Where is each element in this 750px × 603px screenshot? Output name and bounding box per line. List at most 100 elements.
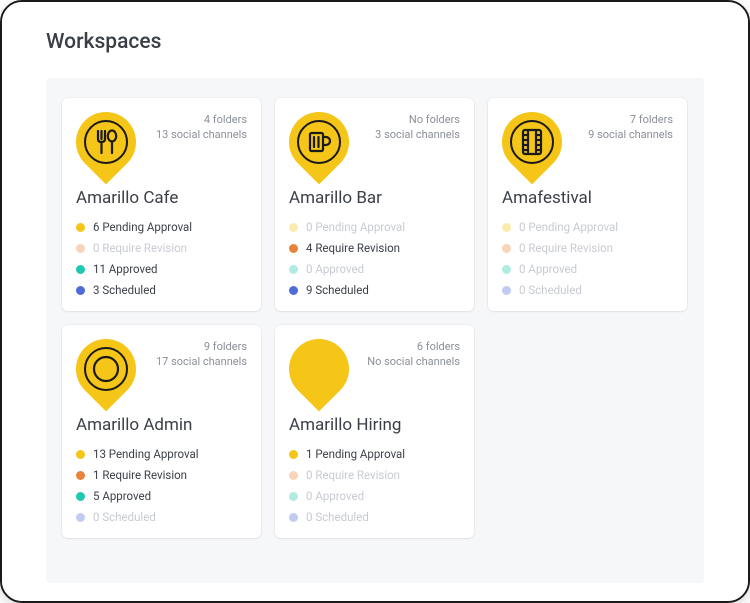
- stat-approved: 0 Approved: [289, 262, 460, 276]
- folders-count: 9 folders: [156, 339, 247, 354]
- stat-text-pending: 1 Pending Approval: [306, 447, 405, 461]
- stat-text-approved: 0 Approved: [306, 489, 364, 503]
- stat-dot-scheduled: [289, 513, 298, 522]
- stat-pending: 6 Pending Approval: [76, 220, 247, 234]
- channels-count: No social channels: [367, 354, 460, 369]
- stat-text-revision: 0 Require Revision: [519, 241, 613, 255]
- stats-list: 0 Pending Approval 0 Require Revision 0 …: [502, 220, 673, 297]
- stats-list: 0 Pending Approval 4 Require Revision 0 …: [289, 220, 460, 297]
- workspace-name: Amarillo Cafe: [76, 188, 247, 208]
- card-meta: 7 folders 9 social channels: [588, 112, 673, 142]
- stat-text-scheduled: 0 Scheduled: [93, 510, 156, 524]
- workspace-name: Amarillo Bar: [289, 188, 460, 208]
- stats-list: 6 Pending Approval 0 Require Revision 11…: [76, 220, 247, 297]
- stat-approved: 11 Approved: [76, 262, 247, 276]
- workspace-card[interactable]: 9 folders 17 social channels Amarillo Ad…: [62, 325, 261, 538]
- stat-pending: 0 Pending Approval: [502, 220, 673, 234]
- fork-spoon-icon: [91, 127, 121, 157]
- stat-dot-revision: [289, 471, 298, 480]
- folders-count: No folders: [375, 112, 460, 127]
- stat-scheduled: 0 Scheduled: [502, 283, 673, 297]
- workspace-card[interactable]: 6 folders No social channels Amarillo Hi…: [275, 325, 474, 538]
- mug-icon: [306, 129, 332, 155]
- stat-pending: 13 Pending Approval: [76, 447, 247, 461]
- workspace-pin-icon: [76, 339, 136, 399]
- stat-text-pending: 6 Pending Approval: [93, 220, 192, 234]
- channels-count: 17 social channels: [156, 354, 247, 369]
- stat-text-revision: 0 Require Revision: [93, 241, 187, 255]
- app-frame: Workspaces 4 folders 13 social channels: [0, 0, 750, 603]
- card-meta: No folders 3 social channels: [375, 112, 460, 142]
- stat-dot-pending: [289, 450, 298, 459]
- workspace-name: Amarillo Hiring: [289, 415, 460, 435]
- stat-text-approved: 11 Approved: [93, 262, 158, 276]
- stat-scheduled: 9 Scheduled: [289, 283, 460, 297]
- stat-dot-pending: [502, 223, 511, 232]
- workspace-pin-icon: [289, 112, 349, 172]
- stats-list: 13 Pending Approval 1 Require Revision 5…: [76, 447, 247, 524]
- stat-dot-approved: [289, 492, 298, 501]
- card-meta: 6 folders No social channels: [367, 339, 460, 369]
- workspace-name: Amafestival: [502, 188, 673, 208]
- stats-list: 1 Pending Approval 0 Require Revision 0 …: [289, 447, 460, 524]
- stat-text-scheduled: 0 Scheduled: [519, 283, 582, 297]
- stat-dot-approved: [76, 492, 85, 501]
- card-top: 9 folders 17 social channels: [76, 339, 247, 401]
- card-top: No folders 3 social channels: [289, 112, 460, 174]
- stat-dot-approved: [76, 265, 85, 274]
- folders-count: 4 folders: [156, 112, 247, 127]
- folders-count: 6 folders: [367, 339, 460, 354]
- stat-dot-approved: [289, 265, 298, 274]
- film-icon: [520, 128, 544, 156]
- channels-count: 3 social channels: [375, 127, 460, 142]
- workspace-pin-icon: [502, 112, 562, 172]
- stat-dot-pending: [76, 223, 85, 232]
- app-inner: Workspaces 4 folders 13 social channels: [2, 2, 748, 601]
- stat-approved: 0 Approved: [289, 489, 460, 503]
- stat-dot-revision: [289, 244, 298, 253]
- stat-dot-scheduled: [76, 286, 85, 295]
- stat-text-scheduled: 0 Scheduled: [306, 510, 369, 524]
- stat-text-pending: 0 Pending Approval: [519, 220, 618, 234]
- stat-text-approved: 0 Approved: [519, 262, 577, 276]
- stat-dot-pending: [289, 223, 298, 232]
- workspaces-grid: 4 folders 13 social channels Amarillo Ca…: [46, 78, 704, 583]
- stat-text-scheduled: 3 Scheduled: [93, 283, 156, 297]
- stat-dot-scheduled: [289, 286, 298, 295]
- stat-text-revision: 4 Require Revision: [306, 241, 400, 255]
- stat-revision: 1 Require Revision: [76, 468, 247, 482]
- workspace-name: Amarillo Admin: [76, 415, 247, 435]
- stat-dot-revision: [76, 471, 85, 480]
- plate-icon: [91, 354, 121, 384]
- card-meta: 9 folders 17 social channels: [156, 339, 247, 369]
- workspace-card[interactable]: No folders 3 social channels Amarillo Ba…: [275, 98, 474, 311]
- workspace-pin-icon: [76, 112, 136, 172]
- channels-count: 13 social channels: [156, 127, 247, 142]
- card-meta: 4 folders 13 social channels: [156, 112, 247, 142]
- stat-dot-scheduled: [76, 513, 85, 522]
- workspace-card[interactable]: 7 folders 9 social channels Amafestival …: [488, 98, 687, 311]
- stat-text-scheduled: 9 Scheduled: [306, 283, 369, 297]
- stat-text-revision: 0 Require Revision: [306, 468, 400, 482]
- stat-approved: 0 Approved: [502, 262, 673, 276]
- stat-revision: 0 Require Revision: [76, 241, 247, 255]
- stat-pending: 0 Pending Approval: [289, 220, 460, 234]
- stat-approved: 5 Approved: [76, 489, 247, 503]
- stat-dot-approved: [502, 265, 511, 274]
- stat-scheduled: 0 Scheduled: [289, 510, 460, 524]
- stat-dot-revision: [76, 244, 85, 253]
- workspace-pin-icon: [289, 339, 349, 399]
- stat-text-approved: 0 Approved: [306, 262, 364, 276]
- stat-scheduled: 0 Scheduled: [76, 510, 247, 524]
- card-top: 7 folders 9 social channels: [502, 112, 673, 174]
- channels-count: 9 social channels: [588, 127, 673, 142]
- folders-count: 7 folders: [588, 112, 673, 127]
- card-top: 4 folders 13 social channels: [76, 112, 247, 174]
- stat-revision: 0 Require Revision: [502, 241, 673, 255]
- stat-scheduled: 3 Scheduled: [76, 283, 247, 297]
- stat-dot-pending: [76, 450, 85, 459]
- stat-pending: 1 Pending Approval: [289, 447, 460, 461]
- workspace-card[interactable]: 4 folders 13 social channels Amarillo Ca…: [62, 98, 261, 311]
- stat-text-revision: 1 Require Revision: [93, 468, 187, 482]
- stat-text-pending: 0 Pending Approval: [306, 220, 405, 234]
